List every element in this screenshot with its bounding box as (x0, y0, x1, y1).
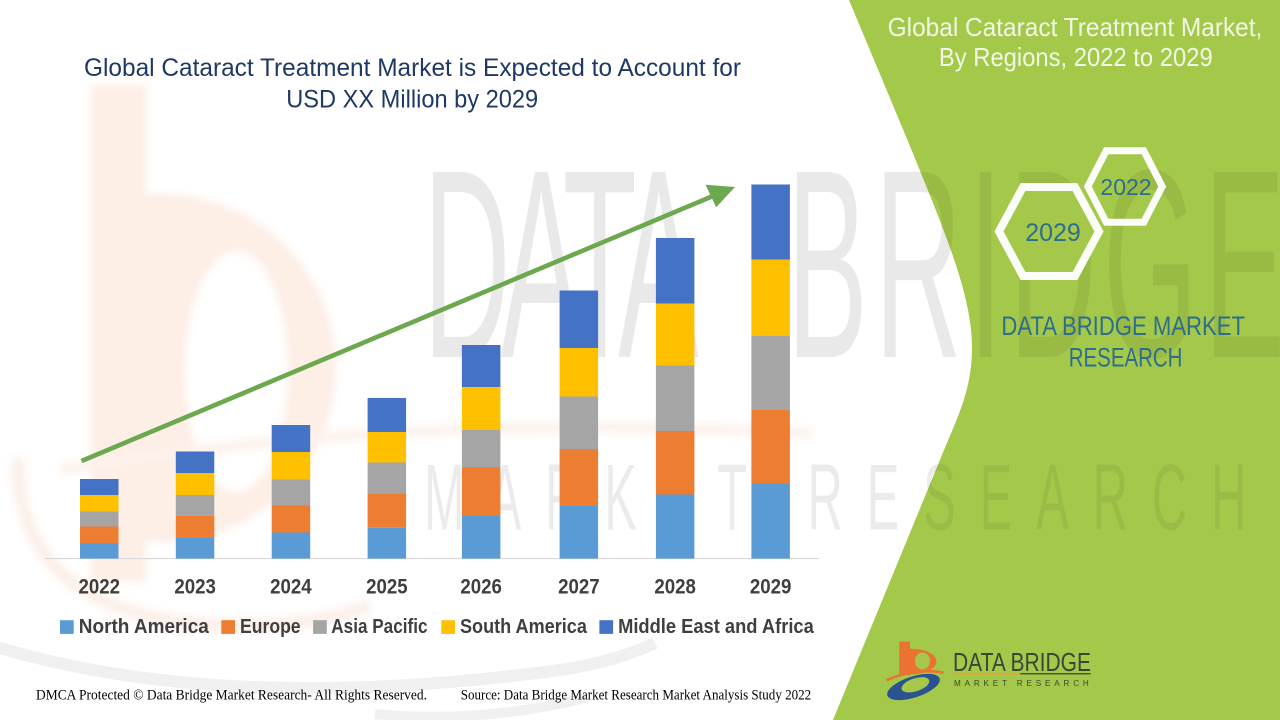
svg-text:Global Cataract Treatment Mark: Global Cataract Treatment Market is Expe… (84, 54, 741, 82)
svg-text:By Regions, 2022 to 2029: By Regions, 2022 to 2029 (939, 42, 1213, 72)
svg-text:2023: 2023 (174, 576, 216, 599)
svg-text:2022: 2022 (1100, 174, 1151, 200)
svg-text:2026: 2026 (460, 576, 502, 599)
svg-text:2029: 2029 (750, 576, 792, 599)
svg-text:DATA BRIDGE MARKET: DATA BRIDGE MARKET (1001, 311, 1245, 341)
svg-text:2024: 2024 (270, 576, 312, 599)
svg-text:2029: 2029 (1025, 219, 1081, 247)
svg-text:MARKET RESEARCH: MARKET RESEARCH (954, 678, 1093, 688)
svg-text:Asia Pacific: Asia Pacific (331, 616, 427, 638)
svg-text:2025: 2025 (366, 576, 408, 599)
svg-text:2028: 2028 (654, 576, 696, 599)
svg-text:Source: Data Bridge Market Res: Source: Data Bridge Market Research Mark… (461, 688, 812, 704)
svg-text:Global Cataract Treatment Mark: Global Cataract Treatment Market, (888, 12, 1263, 42)
svg-text:DMCA Protected © Data Bridge M: DMCA Protected © Data Bridge Market Rese… (36, 688, 427, 704)
svg-text:South America: South America (460, 616, 588, 638)
svg-text:2022: 2022 (78, 576, 120, 599)
svg-text:North America: North America (79, 616, 210, 638)
svg-text:Europe: Europe (240, 616, 301, 638)
svg-text:Middle East and Africa: Middle East and Africa (618, 616, 815, 638)
svg-text:RESEARCH: RESEARCH (1069, 342, 1183, 372)
svg-text:2027: 2027 (558, 576, 600, 599)
svg-text:DATA BRIDGE: DATA BRIDGE (953, 647, 1091, 677)
svg-text:USD XX Million by 2029: USD XX Million by 2029 (286, 85, 538, 113)
